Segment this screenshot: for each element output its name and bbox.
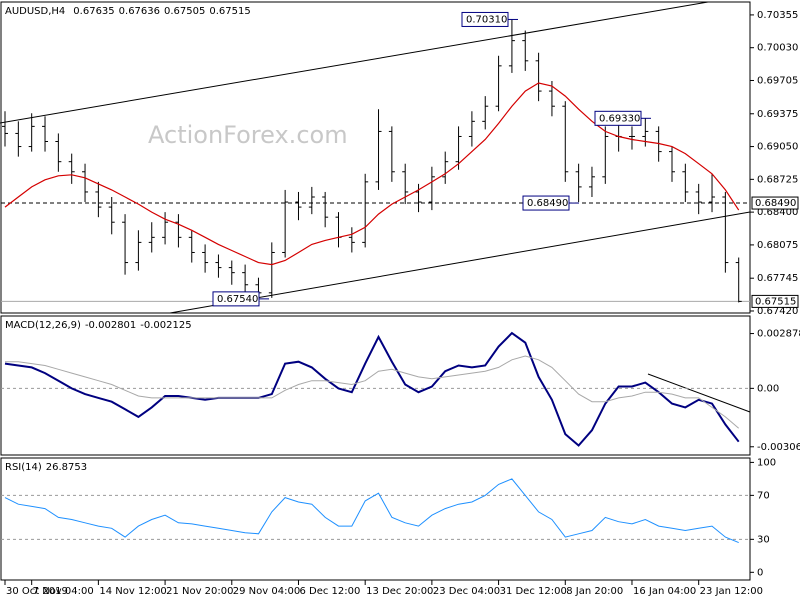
macd-frame: [0, 315, 751, 456]
y-tick-label: 30: [757, 534, 770, 545]
x-tick-label: 16 Jan 04:00: [633, 586, 696, 597]
level-label: 0.68490: [755, 198, 796, 209]
channel-upper: [0, 1, 709, 124]
indicator-line: [4, 478, 739, 544]
y-tick-label: 70: [757, 490, 770, 501]
y-tick-label: 0.68400: [757, 207, 798, 218]
y-tick-label: 0.70030: [757, 43, 798, 54]
macd-trendline: [647, 373, 751, 413]
x-tick-label: 23 Jan 12:00: [700, 586, 763, 597]
panel-header: MACD(12,26,9) -0.002801 -0.002125: [5, 320, 192, 331]
annotation-label: 0.70310: [466, 14, 507, 25]
x-tick-label: 13 Dec 20:00: [366, 586, 433, 597]
x-tick-label: 7 Nov 04:00: [33, 586, 94, 597]
header-value: -0.002801: [85, 320, 136, 331]
header-value: 0.67635: [73, 6, 114, 17]
indicator-line: [4, 331, 740, 447]
y-tick-label: 0.68075: [757, 240, 798, 251]
x-tick-label: 29 Nov 04:00: [233, 586, 300, 597]
y-tick-label: 0.67745: [757, 273, 798, 284]
x-tick-label: 30 Oct 2019: [6, 586, 68, 597]
indicator-line: [5, 355, 740, 429]
panel-header: RSI(14) 26.8753: [5, 462, 87, 473]
x-tick-label: 31 Dec 12:00: [500, 586, 567, 597]
panel-title: RSI(14): [5, 462, 42, 473]
level-label-box: [751, 196, 799, 210]
x-tick-label: 8 Jan 20:00: [566, 586, 623, 597]
moving-average: [4, 82, 740, 266]
y-tick-label: 0.69050: [757, 142, 798, 153]
y-tick-label: 0.68725: [757, 174, 798, 185]
y-tick-label: 0.70355: [757, 10, 798, 21]
level-label-box: [751, 294, 799, 308]
header-value: 0.67505: [164, 6, 205, 17]
x-tick-label: 21 Nov 20:00: [166, 586, 233, 597]
panel-title: AUDUSD,H4: [5, 6, 65, 17]
panel-header: AUDUSD,H4 0.67635 0.67636 0.67505 0.67515: [5, 6, 251, 17]
y-tick-label: 0.002878: [757, 329, 800, 340]
y-tick-label: 0.00: [757, 383, 779, 394]
x-tick-label: 6 Dec 12:00: [299, 586, 360, 597]
channel-lower: [169, 211, 751, 314]
y-tick-label: -0.003068: [757, 442, 800, 453]
annotation-label: 0.67540: [217, 294, 258, 305]
annotation-label: 0.68490: [527, 198, 568, 209]
header-value: 0.67636: [119, 6, 160, 17]
y-tick-label: 100: [757, 457, 776, 468]
x-tick-label: 23 Dec 04:00: [433, 586, 500, 597]
y-tick-label: 0.69375: [757, 109, 798, 120]
header-value: -0.002125: [140, 320, 191, 331]
y-tick-label: 0: [757, 567, 763, 578]
price-frame: [0, 1, 751, 314]
rsi-frame: [0, 457, 751, 581]
watermark: ActionForex.com: [148, 121, 348, 149]
level-label: 0.67515: [755, 296, 796, 307]
header-value: 0.67515: [209, 6, 250, 17]
y-tick-label: 0.67420: [757, 306, 798, 317]
x-tick-label: 14 Nov 12:00: [99, 586, 166, 597]
annotation-label: 0.69330: [599, 113, 640, 124]
header-value: 26.8753: [46, 462, 87, 473]
panel-title: MACD(12,26,9): [5, 320, 81, 331]
y-tick-label: 0.69705: [757, 75, 798, 86]
